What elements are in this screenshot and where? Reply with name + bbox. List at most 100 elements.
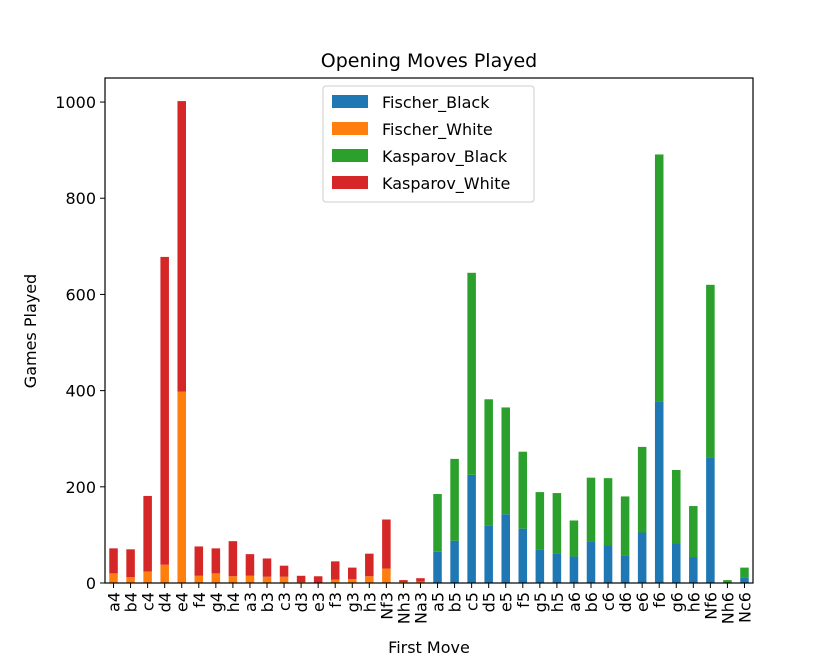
bar-fischer-white-c3 bbox=[279, 576, 289, 583]
plot-frame bbox=[104, 77, 754, 584]
x-tick-label-b5: b5 bbox=[446, 592, 465, 612]
x-tick-label-h5: h5 bbox=[548, 592, 567, 612]
y-tick-label: 800 bbox=[65, 189, 96, 208]
x-tick-label-nh3: Nh3 bbox=[394, 592, 413, 624]
x-tick-label-h4: h4 bbox=[224, 592, 243, 612]
x-tick-label-e6: e6 bbox=[633, 592, 652, 612]
legend-label-fischer-white: Fischer_White bbox=[382, 120, 493, 140]
bar-fischer-black-e5 bbox=[501, 514, 510, 583]
x-tick-label-b6: b6 bbox=[582, 592, 601, 612]
bar-kasparov-black-g5 bbox=[535, 492, 545, 550]
x-tick-label-g4: g4 bbox=[207, 592, 226, 612]
bar-fischer-black-b5 bbox=[450, 540, 459, 583]
bar-kasparov-black-c6 bbox=[603, 478, 613, 546]
bar-fischer-white-h3 bbox=[365, 576, 374, 583]
bar-kasparov-white-g3 bbox=[348, 567, 357, 580]
bar-fischer-black-b6 bbox=[586, 541, 596, 583]
bar-fischer-black-h6 bbox=[689, 557, 698, 583]
bar-kasparov-white-na3 bbox=[416, 578, 425, 582]
x-tick-label-d4: d4 bbox=[156, 592, 175, 612]
bar-kasparov-black-b6 bbox=[586, 477, 596, 542]
bar-fischer-black-g5 bbox=[535, 549, 545, 583]
x-tick-label-a5: a5 bbox=[429, 592, 448, 612]
bar-kasparov-black-d5 bbox=[484, 399, 493, 526]
x-tick-label-b3: b3 bbox=[258, 592, 277, 612]
bar-kasparov-white-f3 bbox=[330, 561, 340, 580]
bar-kasparov-black-nh6 bbox=[723, 580, 732, 583]
legend: Fischer_Black Fischer_White Kasparov_Black… bbox=[322, 85, 535, 203]
bar-kasparov-white-d4 bbox=[160, 256, 169, 565]
bar-fischer-black-f5 bbox=[518, 528, 528, 583]
legend-box bbox=[322, 85, 535, 203]
bar-fischer-white-a4 bbox=[109, 573, 118, 583]
y-tick-label: 200 bbox=[65, 478, 96, 497]
bar-fischer-white-b3 bbox=[262, 576, 272, 583]
x-tick-label-na3: Na3 bbox=[411, 592, 430, 624]
x-tick-label-c3: c3 bbox=[275, 592, 294, 611]
x-tick-label-f3: f3 bbox=[326, 592, 345, 608]
bar-fischer-black-a5 bbox=[433, 551, 442, 583]
x-tick-label-b4: b4 bbox=[122, 592, 141, 612]
bar-fischer-white-a3 bbox=[245, 575, 255, 583]
legend-swatch-kasparov-white bbox=[332, 176, 368, 189]
x-tick-label-e5: e5 bbox=[497, 592, 516, 612]
bar-kasparov-white-nh3 bbox=[399, 580, 408, 583]
x-tick-label-f5: f5 bbox=[514, 592, 533, 608]
y-tick-label: 400 bbox=[65, 382, 96, 401]
bar-kasparov-black-e6 bbox=[637, 446, 647, 533]
x-tick-label-c5: c5 bbox=[463, 592, 482, 611]
bar-fischer-white-nf3 bbox=[382, 568, 391, 583]
bar-fischer-black-d6 bbox=[620, 555, 630, 583]
bar-kasparov-black-nc6 bbox=[740, 567, 749, 578]
y-tick-label: 600 bbox=[65, 285, 96, 304]
bar-fischer-white-g4 bbox=[211, 573, 221, 583]
bar-fischer-white-b4 bbox=[126, 577, 135, 583]
bar-fischer-black-nf6 bbox=[706, 457, 715, 583]
bar-kasparov-black-c5 bbox=[467, 272, 476, 475]
x-tick-label-a4: a4 bbox=[105, 592, 124, 612]
x-tick-label-nf6: Nf6 bbox=[701, 592, 720, 620]
bar-kasparov-white-b3 bbox=[262, 558, 272, 577]
bar-kasparov-black-h5 bbox=[552, 493, 562, 554]
bar-kasparov-black-f6 bbox=[654, 154, 664, 402]
bar-kasparov-white-b4 bbox=[126, 549, 135, 578]
x-tick-label-d3: d3 bbox=[292, 592, 311, 612]
x-tick-label-nc6: Nc6 bbox=[735, 592, 754, 623]
bar-fischer-white-g3 bbox=[348, 579, 357, 583]
x-tick-label-f4: f4 bbox=[190, 592, 209, 608]
bar-fischer-white-c4 bbox=[143, 571, 152, 583]
bar-kasparov-white-a3 bbox=[245, 554, 255, 576]
bar-kasparov-white-c4 bbox=[143, 495, 152, 572]
legend-swatch-kasparov-black bbox=[332, 149, 368, 162]
bar-fischer-white-d4 bbox=[160, 564, 169, 583]
legend-label-fischer-black: Fischer_Black bbox=[382, 93, 490, 113]
y-axis-label: Games Played bbox=[21, 274, 40, 388]
bar-fischer-black-c5 bbox=[467, 474, 476, 583]
bar-fischer-black-nc6 bbox=[740, 577, 749, 583]
chart-title: Opening Moves Played bbox=[321, 50, 537, 72]
bar-fischer-black-f6 bbox=[654, 401, 664, 583]
bar-kasparov-white-f4 bbox=[194, 546, 204, 576]
bar-kasparov-black-d6 bbox=[620, 496, 630, 556]
bar-kasparov-white-h4 bbox=[228, 541, 238, 577]
x-tick-label-c4: c4 bbox=[139, 592, 158, 611]
bar-kasparov-black-h6 bbox=[689, 506, 698, 558]
x-tick-label-e3: e3 bbox=[309, 592, 328, 612]
legend-label-kasparov-black: Kasparov_Black bbox=[382, 147, 508, 167]
x-axis-label: First Move bbox=[388, 638, 470, 655]
x-tick-label-h3: h3 bbox=[360, 592, 379, 612]
y-axis: 0 200 400 600 800 1000 bbox=[55, 93, 105, 593]
bar-kasparov-black-f5 bbox=[518, 451, 528, 529]
bar-kasparov-white-g4 bbox=[211, 548, 221, 574]
bar-kasparov-black-a6 bbox=[569, 520, 579, 557]
y-tick-label: 0 bbox=[86, 574, 96, 593]
bar-fischer-black-a6 bbox=[569, 556, 579, 583]
bar-kasparov-white-c3 bbox=[279, 565, 289, 577]
bars-group bbox=[109, 101, 749, 583]
bar-fischer-white-h4 bbox=[228, 576, 238, 583]
bar-fischer-white-e4 bbox=[177, 391, 186, 583]
legend-label-kasparov-white: Kasparov_White bbox=[382, 174, 510, 194]
y-tick-label: 1000 bbox=[55, 93, 96, 112]
x-tick-label-g6: g6 bbox=[667, 592, 686, 612]
